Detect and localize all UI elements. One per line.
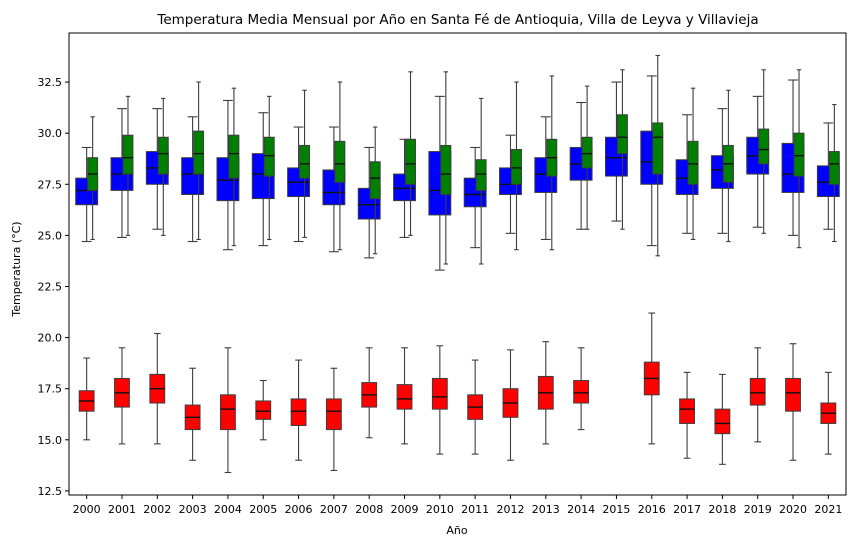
- box: [255, 400, 272, 420]
- box-series: [75, 54, 840, 474]
- x-tick-label: 2004: [214, 503, 242, 516]
- box: [325, 398, 342, 431]
- x-axis-label: Año: [446, 524, 467, 537]
- y-tick-label: 30.0: [38, 127, 63, 140]
- box: [793, 132, 805, 177]
- y-tick-label: 12.5: [38, 485, 63, 498]
- box: [299, 144, 311, 179]
- box: [220, 394, 236, 431]
- y-tick-label: 22.5: [38, 280, 63, 293]
- y-tick-label: 20.0: [38, 332, 63, 345]
- x-tick-label: 2017: [673, 503, 701, 516]
- x-tick-label: 2002: [143, 503, 171, 516]
- x-tick-label: 2010: [426, 503, 454, 516]
- x-tick-label: 2019: [744, 503, 772, 516]
- box: [440, 144, 452, 195]
- box: [785, 377, 801, 412]
- box: [616, 114, 628, 155]
- box: [157, 136, 169, 175]
- x-tick-label: 2012: [496, 503, 524, 516]
- box: [263, 136, 275, 177]
- y-tick-label: 25.0: [38, 229, 63, 242]
- box: [475, 159, 487, 191]
- y-axis-label: Temperatura (°C): [10, 221, 23, 317]
- x-tick-label: 2020: [779, 503, 807, 516]
- box: [679, 398, 695, 424]
- box: [369, 161, 381, 200]
- box: [122, 134, 134, 175]
- box: [396, 384, 413, 410]
- chart-title: Temperatura Media Mensual por Año en San…: [156, 12, 758, 28]
- x-tick-label: 2005: [249, 503, 277, 516]
- x-tick-label: 2009: [391, 503, 419, 516]
- x-tick-label: 2003: [179, 503, 207, 516]
- box: [290, 398, 307, 426]
- box: [828, 151, 840, 185]
- x-tick-label: 2006: [285, 503, 313, 516]
- box: [581, 136, 593, 169]
- y-axis: 12.5 15.0 17.5 20.0 22.5 25.0 27.5 30.0 32.5: [38, 76, 69, 498]
- x-tick-label: 2021: [814, 503, 842, 516]
- box: [687, 140, 699, 185]
- box: [228, 134, 240, 179]
- box: [405, 138, 416, 185]
- box: [511, 149, 522, 185]
- box: [714, 408, 731, 435]
- y-tick-label: 15.0: [38, 434, 63, 447]
- y-tick-label: 27.5: [38, 178, 63, 191]
- x-tick-label: 2011: [461, 503, 489, 516]
- box: [431, 377, 448, 410]
- x-tick-label: 2018: [708, 503, 736, 516]
- box: [193, 130, 205, 175]
- box: [334, 140, 346, 183]
- plot-frame: [68, 32, 847, 496]
- x-tick-label: 2001: [108, 503, 136, 516]
- x-tick-label: 2007: [320, 503, 348, 516]
- x-tick-label: 2014: [567, 503, 595, 516]
- y-tick-label: 17.5: [38, 383, 63, 396]
- y-tick-label: 32.5: [38, 76, 63, 89]
- x-axis: 2000 2001 2002 2003 2004 2005 2006 2007 2008 2009…: [73, 495, 842, 516]
- x-tick-label: 2016: [638, 503, 666, 516]
- x-tick-label: 2013: [532, 503, 560, 516]
- box: [749, 377, 766, 406]
- box: [758, 128, 770, 165]
- x-tick-label: 2008: [355, 503, 383, 516]
- box: [652, 122, 664, 175]
- box: [573, 380, 590, 404]
- x-tick-label: 2000: [73, 503, 101, 516]
- x-tick-label: 2015: [602, 503, 630, 516]
